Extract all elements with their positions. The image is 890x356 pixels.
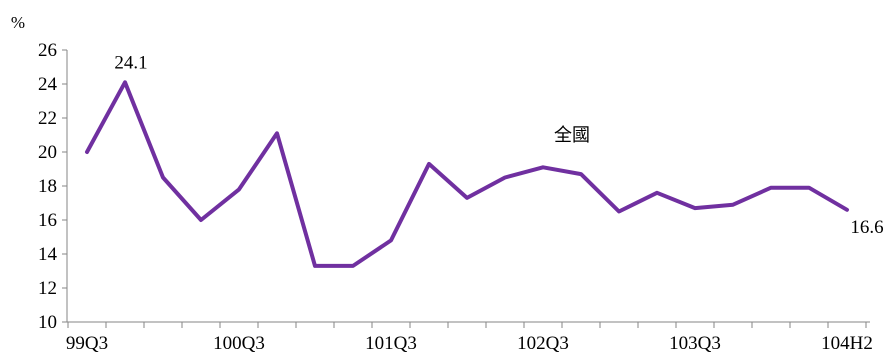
series	[85, 80, 849, 268]
data-point	[123, 80, 127, 84]
data-point	[807, 186, 811, 190]
y-tick-label: 18	[38, 176, 57, 197]
x-tick-label: 103Q3	[669, 333, 721, 354]
data-point	[845, 208, 849, 212]
series-line	[85, 80, 849, 268]
y-tick-label: 14	[38, 244, 58, 265]
data-point	[503, 176, 507, 180]
data-point	[769, 186, 773, 190]
y-tick-label: 24	[38, 74, 58, 95]
y-tick-label: 16	[38, 210, 57, 231]
data-point	[199, 218, 203, 222]
data-point	[617, 210, 621, 214]
data-point	[389, 238, 393, 242]
x-tick-label: 100Q3	[213, 333, 265, 354]
data-point	[731, 203, 735, 207]
data-point	[541, 165, 545, 169]
data-label-last: 16.6	[850, 217, 883, 238]
data-label-peak: 24.1	[114, 52, 147, 73]
x-tick-label: 99Q3	[66, 333, 108, 354]
y-tick-label: 10	[38, 312, 57, 333]
x-tick-label: 102Q3	[517, 333, 569, 354]
y-tick-label: 12	[38, 278, 57, 299]
x-tick-label: 101Q3	[365, 333, 417, 354]
data-point	[465, 196, 469, 200]
data-point	[313, 264, 317, 268]
data-point	[427, 162, 431, 166]
x-tick-label: 104H2	[821, 333, 873, 354]
y-tick-label: 26	[38, 40, 57, 61]
data-point	[351, 264, 355, 268]
data-point	[655, 191, 659, 195]
data-point	[161, 176, 165, 180]
y-axis-label: %	[11, 13, 25, 32]
labels: 10 12 14 16 18 20 22 24 26% 99Q3 100Q3 101Q3 102Q3 10…	[11, 13, 884, 354]
data-point	[85, 150, 89, 154]
y-tick-label: 20	[38, 142, 57, 163]
data-point	[237, 187, 241, 191]
axes	[66, 50, 870, 323]
ticks	[62, 49, 867, 328]
data-point	[579, 172, 583, 176]
y-tick-label: 22	[38, 108, 57, 129]
data-point	[275, 131, 279, 135]
data-point	[693, 206, 697, 210]
series-label: 全國	[554, 125, 590, 145]
